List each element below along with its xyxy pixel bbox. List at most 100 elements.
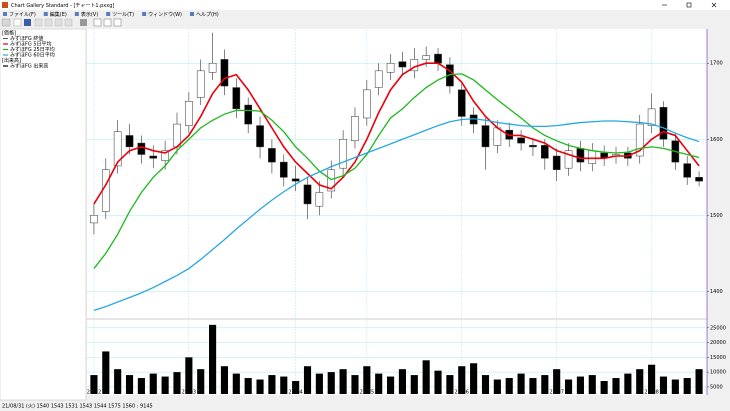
moving-average-line	[93, 62, 700, 205]
legend-header: [出来高]	[2, 57, 21, 64]
volume-bar	[375, 373, 383, 394]
maximize-button[interactable]	[686, 2, 692, 8]
volume-bar	[268, 375, 276, 394]
volume-bar	[671, 379, 679, 394]
volume-bar	[553, 369, 561, 394]
menu-item-icon	[142, 12, 147, 16]
tool-button[interactable]	[1, 18, 11, 27]
volume-bar	[683, 378, 691, 394]
menu-item-icon	[43, 12, 48, 16]
candle-body	[291, 178, 300, 182]
volume-bar	[185, 357, 193, 394]
volume-bar	[695, 369, 703, 394]
volume-bar	[280, 376, 288, 394]
volume-bar	[339, 369, 347, 394]
volume-bar	[600, 380, 608, 394]
volume-bar	[659, 376, 668, 394]
candle-body	[695, 177, 703, 182]
volume-bar	[458, 366, 466, 394]
volume-bar	[351, 375, 359, 394]
volume-bar	[493, 379, 501, 394]
candle-body	[125, 135, 134, 148]
tool-button[interactable]	[103, 18, 112, 27]
candle-body	[541, 145, 549, 159]
close-button[interactable]	[711, 2, 717, 8]
menu-item[interactable]: 編集(E)	[50, 11, 67, 18]
candle-body	[232, 87, 241, 110]
candle-body	[363, 89, 371, 119]
candle-body	[576, 148, 585, 163]
candle-body	[268, 148, 276, 163]
candle-body	[434, 53, 442, 64]
volume-bar	[636, 369, 644, 394]
legend-label: みずほFG 出来高	[10, 63, 48, 70]
menu-item[interactable]: ファイル(F)	[9, 12, 36, 18]
volume-bar	[315, 373, 323, 394]
candle-body	[149, 155, 158, 159]
volume-bar	[137, 378, 145, 394]
volume-bar	[161, 376, 169, 394]
volume-bar	[232, 373, 240, 394]
volume-bar	[363, 366, 371, 394]
volume-bar	[517, 373, 525, 394]
legend-label: みずほFG 25日平均	[10, 46, 55, 53]
tool-button[interactable]	[24, 19, 31, 26]
moving-average-line	[93, 118, 700, 312]
volume-bar	[303, 366, 312, 394]
volume-bar	[244, 378, 252, 394]
candle-body	[683, 163, 692, 178]
legend-header: [価格]	[2, 30, 16, 37]
candle-body	[564, 150, 573, 169]
tool-button[interactable]	[44, 18, 53, 27]
candle-body	[386, 62, 395, 73]
candle-body	[481, 125, 490, 148]
legend-label: みずほFG 終値	[10, 35, 43, 42]
candle-body	[196, 70, 205, 98]
volume-bar	[209, 324, 217, 394]
candle-body	[493, 127, 502, 146]
volume-bar	[149, 373, 157, 394]
status-bar	[0, 401, 730, 411]
volume-bar	[114, 369, 122, 394]
volume-bar	[505, 378, 513, 394]
menu-item[interactable]: ヘルプ(H)	[196, 12, 219, 18]
y-tick-label: 1400	[710, 289, 723, 295]
volume-bar	[541, 375, 549, 394]
candle-body	[244, 104, 252, 125]
tool-button[interactable]	[34, 18, 43, 27]
tool-button[interactable]	[93, 18, 102, 27]
y-tick-label: 15000	[710, 355, 726, 361]
menu-item[interactable]: ウィンドウ(W)	[148, 11, 182, 18]
menu-item[interactable]: 表示(V)	[81, 11, 98, 18]
volume-bar	[327, 372, 335, 394]
menu-item-icon	[3, 12, 7, 16]
window-title: Chart Gallery Standard - [チャート1.pxxg]	[11, 3, 114, 9]
volume-bar	[102, 351, 110, 394]
candle-body	[659, 107, 668, 140]
menu-item[interactable]: ツール(T)	[112, 12, 134, 18]
volume-bar	[173, 372, 181, 394]
menu-bar: ファイル(F) 編集(E) 表示(V) ツール(T) ウィンドウ(W) ヘルプ(H)	[3, 11, 219, 18]
volume-bar	[422, 360, 430, 394]
menu-item-icon	[190, 12, 194, 16]
tool-button[interactable]	[54, 18, 63, 27]
candle-body	[446, 64, 454, 87]
volume-bar	[90, 375, 98, 394]
candle-body	[208, 62, 217, 73]
volume-bar	[624, 373, 632, 394]
candle-body	[398, 61, 407, 68]
chart: 21/0221/0321/0421/0521/0621/0721/0814001…	[87, 29, 726, 396]
candle-body	[137, 142, 146, 155]
tool-button[interactable]	[80, 19, 87, 26]
volume-bar	[564, 379, 573, 394]
volume-bar	[410, 375, 418, 394]
volume-bar	[612, 378, 620, 394]
volume-bar	[470, 363, 478, 394]
y-tick-label: 1500	[710, 213, 723, 219]
tool-button[interactable]	[64, 18, 73, 27]
tool-button[interactable]	[13, 18, 22, 27]
tool-button[interactable]	[113, 18, 122, 27]
candle-body	[529, 145, 537, 148]
candle-body	[303, 184, 312, 205]
